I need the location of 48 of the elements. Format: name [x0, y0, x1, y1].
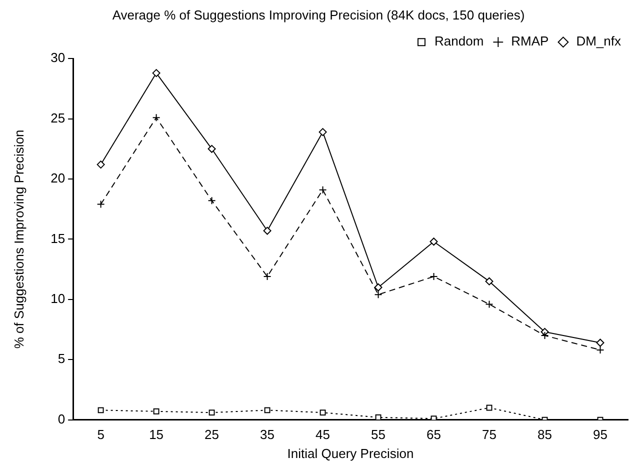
x-tick-label: 95: [593, 427, 608, 442]
point: [540, 332, 549, 340]
point: [485, 277, 494, 286]
x-tick-label: 5: [97, 427, 104, 442]
x-tick-label: 15: [149, 427, 164, 442]
y-axis-title: % of Suggestions Improving Precision: [11, 130, 26, 349]
x-tick-label: 35: [260, 427, 275, 442]
x-axis-title: Initial Query Precision: [287, 446, 414, 461]
point: [596, 338, 604, 347]
point: [318, 186, 327, 194]
y-tick-label: 0: [58, 411, 66, 426]
y-tick-label: 30: [50, 50, 66, 66]
y-tick-label: 10: [50, 290, 66, 306]
point: [208, 410, 215, 416]
chart-title: Average % of Suggestions Improving Precision (84K docs, 150 queries): [112, 7, 525, 22]
point: [430, 238, 438, 246]
point: [263, 226, 272, 235]
point: [596, 346, 604, 354]
x-tick-label: 55: [371, 427, 386, 442]
point: [374, 290, 382, 299]
point: [320, 410, 326, 416]
legend-label: DM_nfx: [576, 34, 622, 49]
point: [208, 196, 216, 205]
point: [152, 69, 160, 78]
point: [318, 128, 327, 136]
y-tick-label: 15: [50, 230, 66, 246]
point: [485, 300, 494, 308]
point: [98, 407, 104, 414]
x-tick-label: 45: [316, 427, 330, 442]
point: [208, 144, 216, 153]
point: [264, 407, 270, 414]
x-tick-label: 85: [538, 427, 552, 442]
x-tick-label: 65: [426, 427, 442, 442]
point: [374, 283, 382, 292]
point: [152, 114, 160, 122]
legend-label: Random: [434, 34, 484, 49]
point: [263, 272, 272, 281]
x-tick-label: 75: [482, 427, 496, 442]
point: [430, 272, 438, 281]
y-tick-label: 20: [50, 170, 66, 186]
point: [375, 414, 382, 420]
y-tick-label: 5: [58, 351, 66, 366]
legend-label: RMAP: [511, 34, 549, 49]
point: [96, 160, 105, 169]
point: [153, 408, 160, 414]
x-tick-label: 25: [204, 427, 220, 442]
point: [96, 200, 105, 208]
y-tick-label: 25: [50, 110, 66, 126]
